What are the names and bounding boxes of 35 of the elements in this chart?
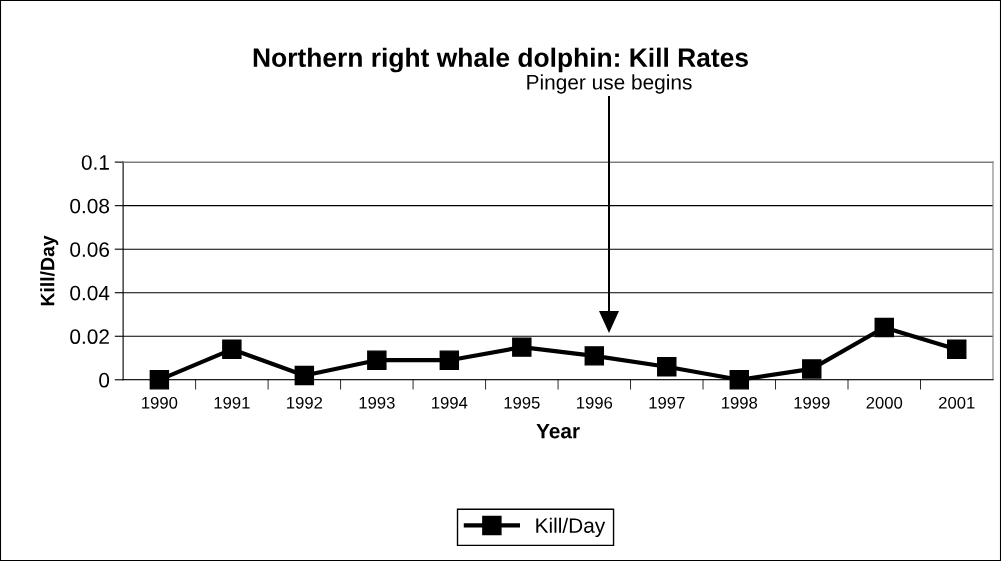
- legend-label: Kill/Day: [536, 517, 606, 538]
- text: Pinger use begins: [527, 74, 692, 94]
- point: [802, 359, 822, 379]
- y-tick-label: 0.02: [70, 329, 109, 345]
- x-tick-label: 1993: [359, 396, 395, 409]
- point: [657, 357, 677, 377]
- y-axis-title: Kill/Day: [40, 235, 59, 306]
- y-tick-label: 0.08: [70, 198, 110, 214]
- x-tick-label: 1994: [432, 396, 468, 409]
- y-tick-label: 0.04: [70, 285, 110, 301]
- x-tick-label: 2001: [939, 396, 975, 409]
- x-tick-label: 1992: [287, 396, 323, 409]
- y-tick-label: 0.06: [70, 242, 110, 257]
- x-tick-label: 1990: [142, 396, 178, 409]
- chart-title: Northern right whale dolphin: Kill Rates: [253, 47, 748, 73]
- y-tick-label: 0: [99, 372, 110, 388]
- x-tick-label: 1996: [577, 396, 613, 409]
- point: [439, 350, 460, 370]
- point: [367, 350, 387, 370]
- point: [584, 346, 605, 366]
- y-tick-label: 0.1: [81, 155, 109, 170]
- x-tick-label: 1998: [722, 396, 758, 409]
- point: [729, 370, 750, 390]
- x-tick-label: 1991: [214, 396, 250, 409]
- point: [874, 317, 894, 338]
- point: [149, 370, 170, 390]
- point: [512, 337, 532, 357]
- x-tick-label: 1995: [504, 396, 540, 409]
- x-tick-label: 1999: [794, 396, 830, 409]
- point: [947, 339, 967, 360]
- point: [222, 339, 242, 360]
- point: [294, 365, 315, 386]
- x-tick-label: 1997: [649, 396, 685, 409]
- x-axis-title: Year: [536, 423, 580, 439]
- x-tick-label: 2000: [866, 396, 903, 409]
